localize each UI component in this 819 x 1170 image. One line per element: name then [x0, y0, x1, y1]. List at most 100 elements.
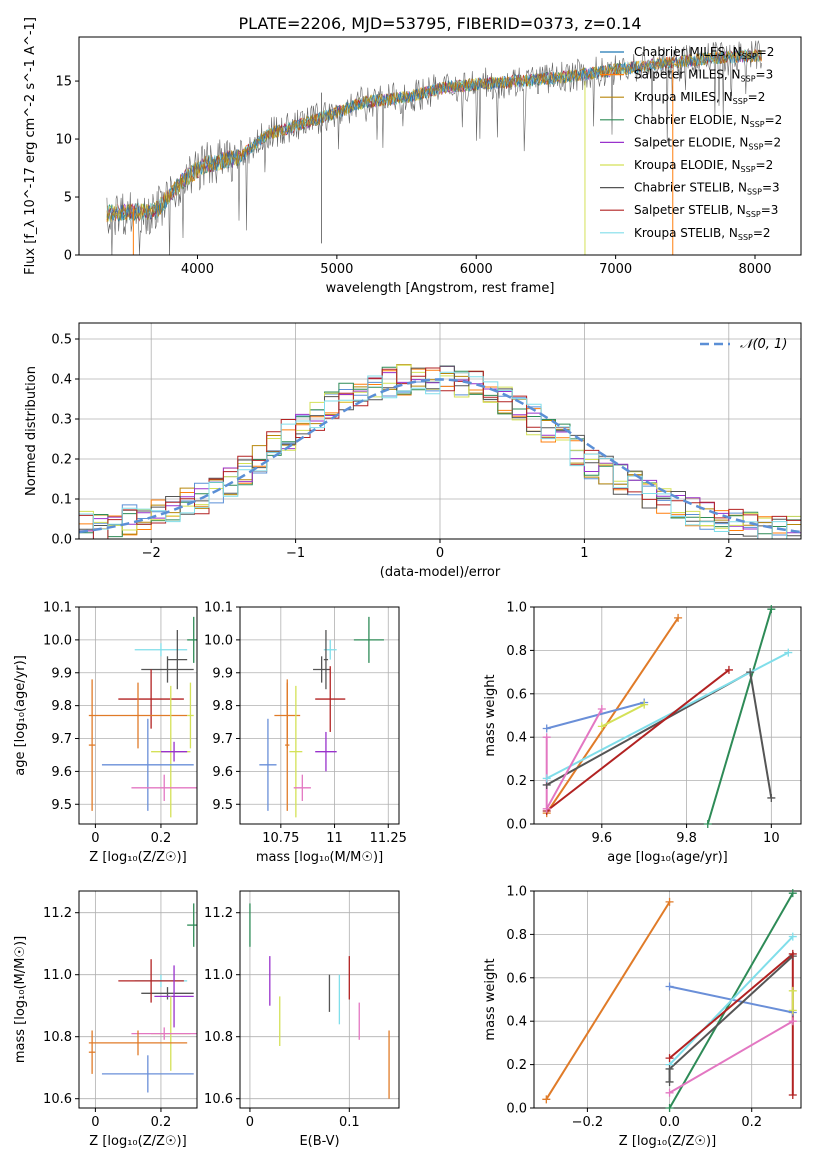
axes-frame: [533, 890, 802, 1109]
y-tick-label: 0.0: [506, 1102, 527, 1117]
y-tick-label: 9.5: [51, 798, 72, 813]
x-tick-label: 0.0: [659, 1115, 680, 1130]
legend-entry: Kroupa ELODIE, NSSP=2: [634, 158, 773, 174]
mass-weight-marker: [767, 605, 776, 614]
y-tick-label: 0.4: [506, 1015, 527, 1030]
y-tick-label: 9.8: [51, 699, 72, 714]
y-tick-label: 0.2: [506, 1058, 527, 1073]
mass-weight-line: [668, 955, 794, 1082]
legend-entry: Chabrier ELODIE, NSSP=2: [634, 113, 782, 129]
y-tick-label: 9.7: [51, 732, 72, 747]
y-tick-label: 9.8: [212, 699, 233, 714]
mass-weight-marker: [788, 1017, 797, 1026]
normal-curve: [79, 378, 801, 534]
axes-mass-z: 0 0.2 10.6 10.8 11.0 11.2 Z [log₁₀(Z/Z☉)] mass …: [13, 890, 198, 1149]
mass-weight-marker: [703, 820, 712, 828]
mass-weight-line: [545, 901, 671, 1100]
mass-weight-line: [546, 670, 773, 799]
x-axis-label: age [log₁₀(age/yr)]: [607, 850, 728, 865]
plot-area-age-mass: [259, 616, 384, 818]
mass-weight-line: [669, 1020, 794, 1094]
legend-entry: Salpeter ELODIE, NSSP=2: [634, 135, 781, 151]
plot-area-hist: [79, 364, 801, 539]
axes-frame: [78, 36, 802, 256]
y-tick-label: 0.0: [51, 533, 72, 548]
axes-spectrum: 4000 5000 6000 7000 8000 0 5 10 15 wavelength [An…: [23, 17, 802, 296]
mass-weight-marker: [674, 613, 683, 622]
plot-area-mass-z: [88, 903, 197, 1093]
x-tick-label: −2: [142, 546, 161, 561]
mass-weight-line: [668, 935, 794, 1066]
y-tick-label: 10.6: [43, 1092, 72, 1107]
x-tick-label: 6000: [460, 262, 493, 277]
axes-mass-ebv: 0 0.1 10.6 10.8 11.0 11.2 E(B-V): [204, 890, 400, 1149]
x-tick-label: 10.75: [262, 831, 299, 846]
y-tick-label: 9.7: [212, 732, 233, 747]
y-tick-label: 11.0: [43, 968, 72, 983]
axes-hist: −2 −1 0 1 2 0.0 0.1 0.2 0.3 0.4 0.5 (data-model)/er…: [24, 322, 802, 580]
y-tick-label: 0.2: [51, 453, 72, 468]
mass-weight-marker: [542, 1095, 551, 1104]
legend-entry: Chabrier STELIB, NSSP=3: [634, 181, 780, 197]
x-tick-label: 0: [91, 1115, 99, 1130]
legend-entry: Kroupa MILES, NSSP=2: [634, 90, 765, 106]
legend-entry: Chabrier MILES, NSSP=2: [634, 45, 774, 61]
x-tick-label: 5000: [320, 262, 353, 277]
axes-age-z: 0 0.2 9.5 9.6 9.7 9.8 9.9 10.0 10.1 Z [log₁₀(Z/Z☉…: [13, 601, 198, 865]
y-axis-label: Normed distribution: [24, 366, 39, 496]
mass-weight-marker: [788, 889, 797, 898]
y-tick-label: 0.0: [506, 818, 527, 833]
axes-frame: [78, 890, 198, 1109]
axes-frame: [239, 890, 400, 1109]
y-tick-label: 10.0: [204, 633, 233, 648]
y-axis-label: mass weight: [483, 958, 498, 1040]
x-tick-label: −0.2: [572, 1115, 604, 1130]
axes-frame: [533, 606, 802, 825]
mass-weight-marker: [724, 665, 733, 674]
y-tick-label: 11.2: [43, 906, 72, 921]
x-axis-label: E(B-V): [299, 1134, 339, 1149]
legend-entry: Salpeter MILES, NSSP=3: [634, 68, 773, 84]
x-tick-label: 10: [763, 831, 780, 846]
y-tick-label: 10: [55, 133, 72, 148]
mass-weight-marker: [788, 1006, 797, 1015]
plot-area-mw-age: [545, 608, 789, 824]
y-axis-label: mass weight: [483, 674, 498, 756]
y-axis-label: Flux [f_λ 10^-17 erg cm^-2 s^-1 A^-1]: [23, 17, 38, 275]
y-tick-label: 9.9: [51, 666, 72, 681]
x-tick-label: 8000: [738, 262, 771, 277]
x-axis-label: Z [log₁₀(Z/Z☉)]: [619, 1134, 716, 1149]
mass-weight-marker: [542, 804, 551, 813]
x-tick-label: 4000: [181, 262, 214, 277]
y-tick-label: 10.0: [43, 633, 72, 648]
mass-weight-marker: [665, 1104, 674, 1112]
histogram-step: [79, 371, 801, 539]
mass-weight-marker: [784, 648, 793, 657]
axes-mw-z: −0.2 0.0 0.2 0.0 0.2 0.4 0.6 0.8 1.0 Z [log₁₀(Z/Z…: [483, 885, 802, 1149]
x-tick-label: 11.25: [370, 831, 407, 846]
mass-weight-line: [545, 617, 679, 814]
x-tick-label: 0: [246, 1115, 254, 1130]
mass-weight-marker: [542, 724, 551, 733]
legend-entry: 𝒩(0, 1): [740, 337, 787, 352]
mass-weight-marker: [665, 1088, 674, 1097]
axes-mw-age: 9.6 9.8 10 0.0 0.2 0.4 0.6 0.8 1.0 age [log₁₀(age…: [483, 601, 802, 865]
mass-weight-marker: [788, 986, 797, 995]
x-tick-label: 11: [326, 831, 343, 846]
x-tick-label: 0.2: [741, 1115, 762, 1130]
x-tick-label: 2: [725, 546, 733, 561]
x-tick-label: 9.8: [676, 831, 697, 846]
y-tick-label: 0.4: [51, 373, 72, 388]
y-axis-label: age [log₁₀(age/yr)]: [13, 655, 28, 776]
x-tick-label: 0.1: [339, 1115, 360, 1130]
mass-weight-line: [546, 651, 789, 780]
mass-weight-line: [601, 703, 645, 728]
x-tick-label: 1: [580, 546, 588, 561]
spectrum-series-kroupa-miles: [106, 49, 762, 222]
mass-weight-marker: [788, 1090, 797, 1099]
y-tick-label: 9.5: [212, 798, 233, 813]
mass-weight-marker: [597, 722, 606, 731]
legend-entry: Kroupa STELIB, NSSP=2: [634, 226, 771, 242]
y-tick-label: 0.1: [51, 493, 72, 508]
